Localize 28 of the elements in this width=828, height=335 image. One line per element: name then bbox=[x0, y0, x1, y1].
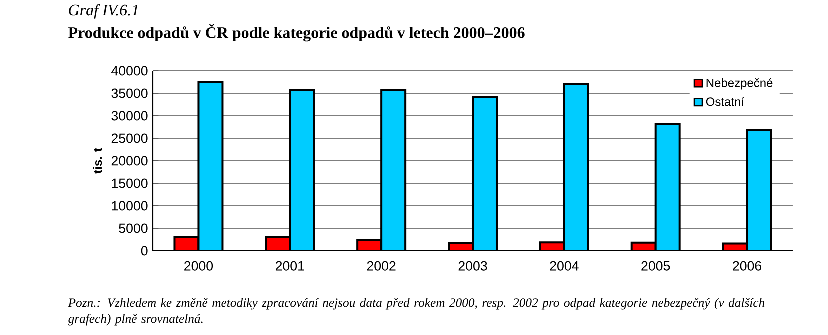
x-tick-label: 2004 bbox=[550, 261, 579, 271]
y-tick-label: 40000 bbox=[112, 66, 148, 76]
x-tick-label: 2001 bbox=[276, 261, 304, 271]
bar bbox=[563, 83, 590, 251]
x-tick-label: 2002 bbox=[367, 261, 396, 271]
x-tick-label: 2005 bbox=[642, 261, 670, 271]
y-tick-label: 10000 bbox=[112, 201, 148, 211]
x-tick-label: 2000 bbox=[184, 261, 214, 271]
y-tick-label: 20000 bbox=[112, 156, 148, 166]
bar bbox=[654, 123, 681, 251]
y-tick-label: 35000 bbox=[112, 88, 148, 98]
x-tick-label: 2006 bbox=[733, 261, 762, 271]
legend-label: Ostatní bbox=[706, 97, 744, 106]
y-tick-label: 15000 bbox=[112, 178, 148, 188]
y-tick-label: 25000 bbox=[112, 134, 148, 144]
bar bbox=[380, 89, 407, 251]
x-tick-label: 2003 bbox=[458, 261, 488, 271]
y-tick-label: 30000 bbox=[112, 111, 148, 121]
y-tick-label: 5000 bbox=[119, 224, 148, 234]
legend-label: Nebezpečné bbox=[706, 78, 773, 90]
text: Pozn.: Vzhledem ke změně metodiky zpracování nejsou data před rokem 2000, resp. 2002 pro odpad kategorie nebezpečný (v dalších grafech) plně srovnatelná. bbox=[68, 298, 765, 326]
bar bbox=[198, 81, 224, 251]
chart-subtitle: Graf IV.6.1 bbox=[69, 4, 138, 19]
chart-title: Produkce odpadů v ČR podle kategorie odpadů v letech 2000–2006 bbox=[68, 24, 525, 42]
bar bbox=[289, 89, 316, 251]
y-tick-label: 0 bbox=[141, 246, 148, 256]
bar bbox=[746, 129, 772, 251]
y-axis-title: tis. t bbox=[93, 148, 102, 174]
